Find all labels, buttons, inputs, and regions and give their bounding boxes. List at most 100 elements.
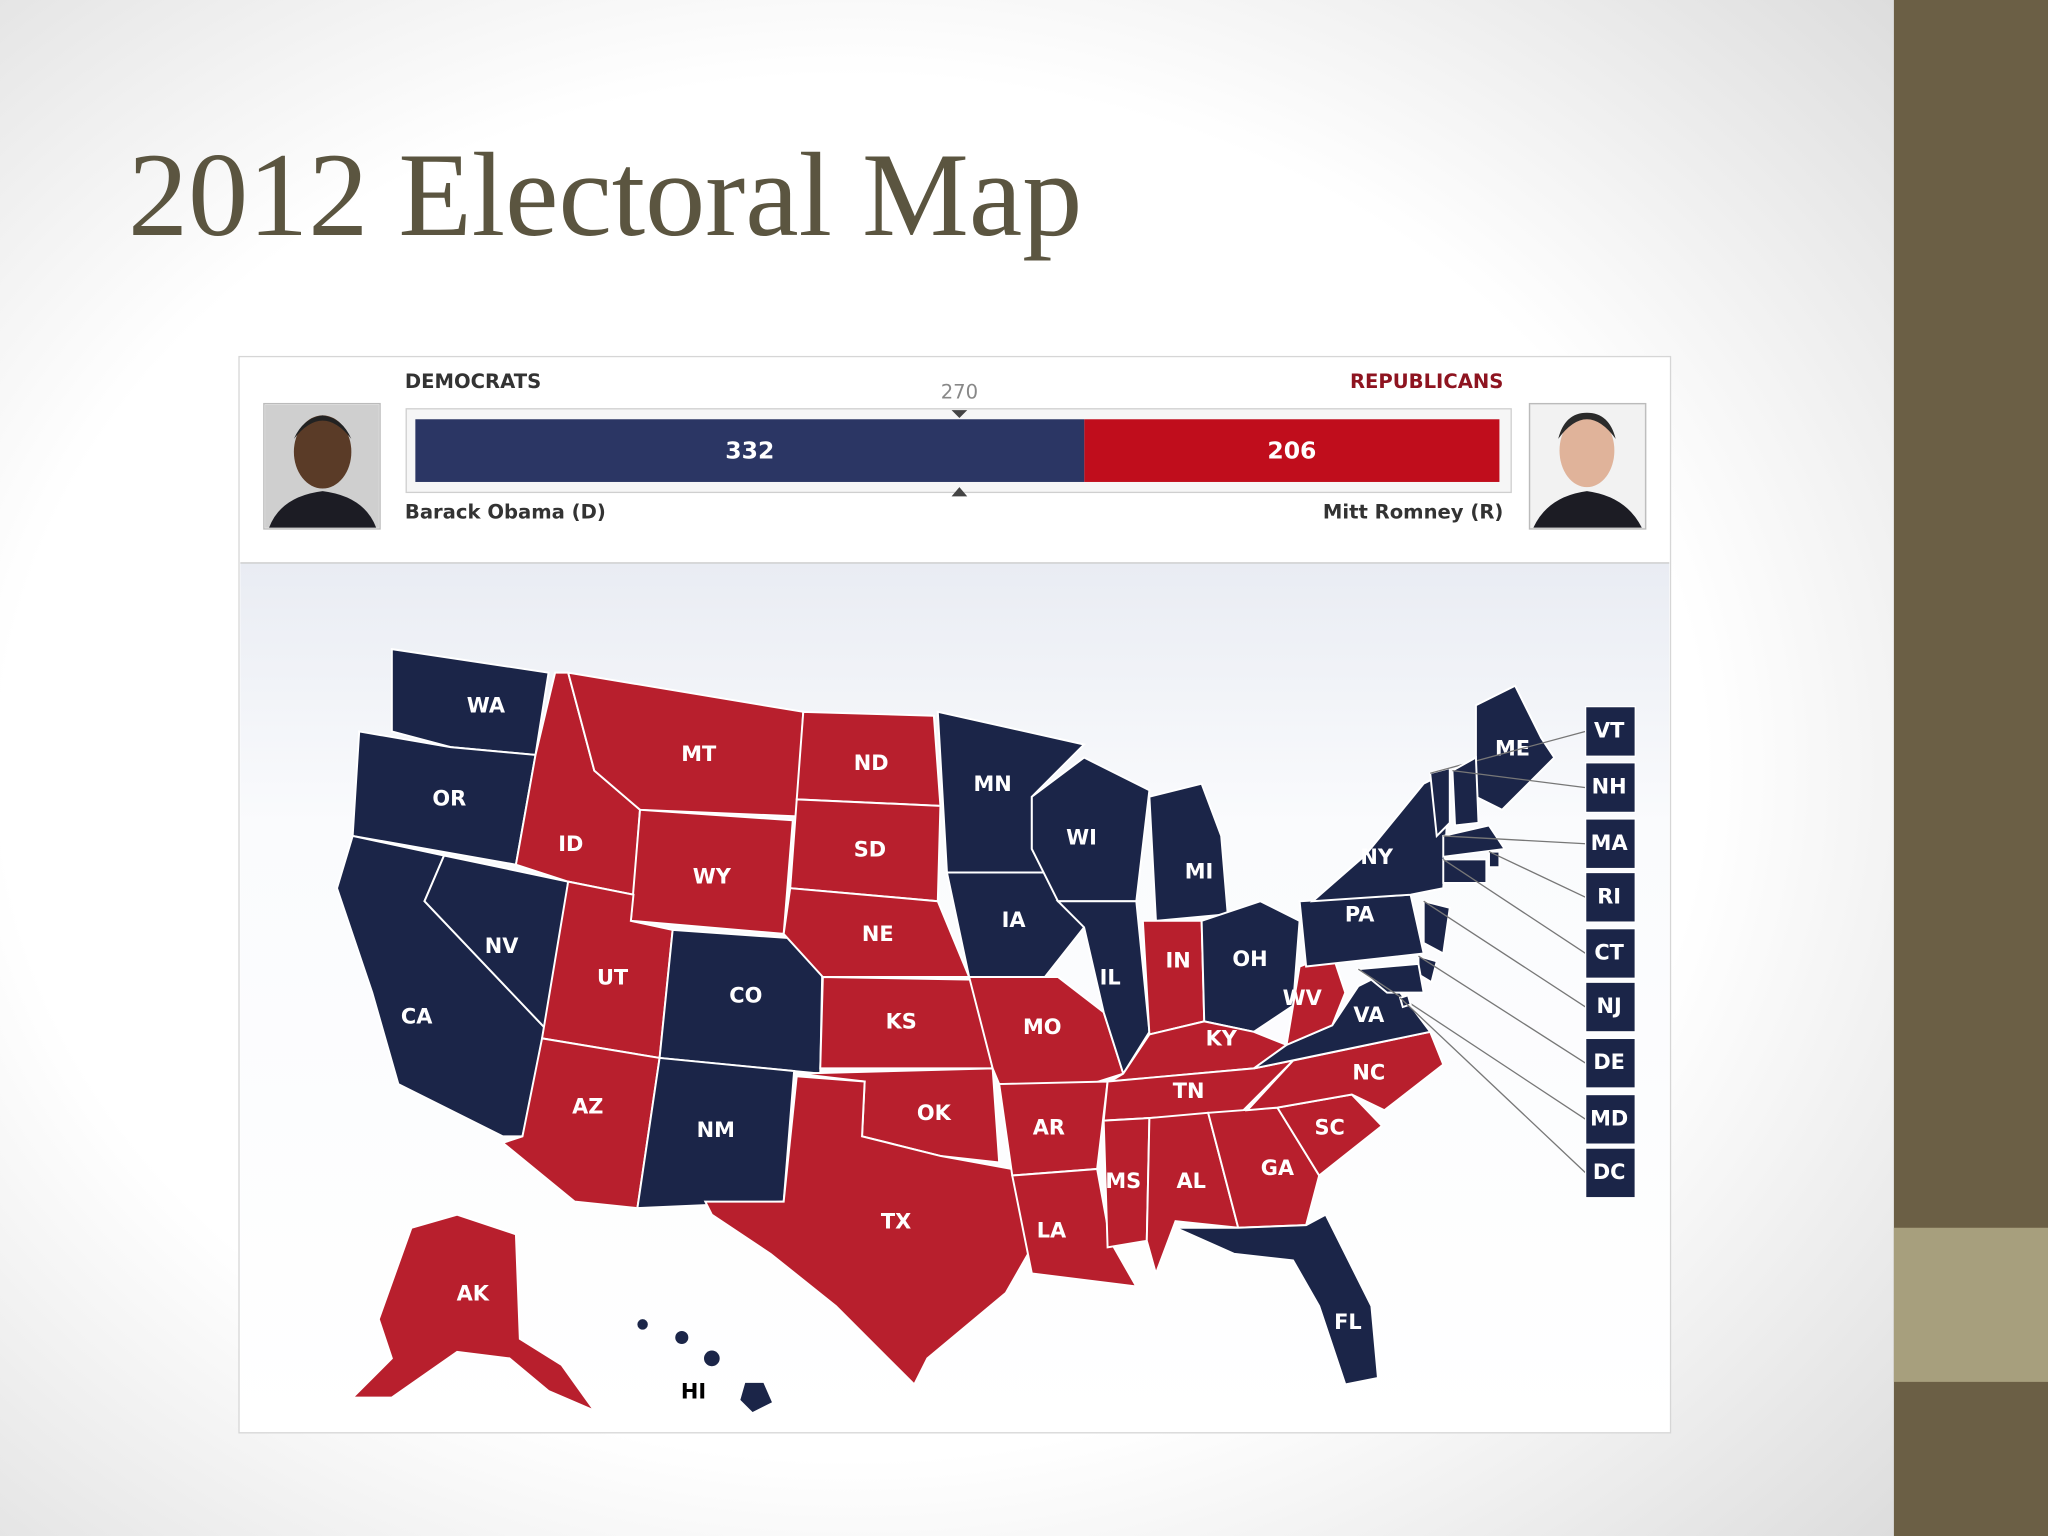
state-label: NM xyxy=(697,1118,735,1142)
state-shape xyxy=(350,1213,598,1413)
leader-line xyxy=(1443,835,1586,845)
dem-candidate: Barack Obama (D) xyxy=(405,501,606,524)
hawaii-island xyxy=(704,1350,720,1367)
state-label: CA xyxy=(401,1004,433,1028)
state-label: NC xyxy=(1352,1061,1385,1085)
state-label: RI xyxy=(1597,884,1621,908)
us-map: WA OR CA NV ID MT WY UT AZ CO NM ND SD NE KS OK TX MN IA MO… xyxy=(335,648,1636,1415)
leader-line xyxy=(1423,900,1586,1008)
threshold-label: 270 xyxy=(941,381,978,404)
state-label: MO xyxy=(1023,1015,1062,1039)
dem-heading: DEMOCRATS xyxy=(405,370,541,393)
state-label: CO xyxy=(729,984,762,1008)
state-label: HI xyxy=(681,1379,706,1403)
state-label: VT xyxy=(1594,718,1625,742)
dem-bar xyxy=(415,419,1085,482)
state-label: SD xyxy=(854,837,886,861)
leader-line xyxy=(1442,858,1586,955)
state-shape xyxy=(1355,962,1425,994)
leader-line xyxy=(1358,968,1586,1120)
state-shape xyxy=(738,1380,775,1415)
hawaii-island xyxy=(675,1330,689,1344)
state-label: IA xyxy=(1002,908,1027,932)
state-box xyxy=(1584,927,1636,979)
obama-photo xyxy=(263,402,381,530)
state-shape xyxy=(1011,1167,1139,1288)
state-shape xyxy=(1442,824,1507,858)
state-shape xyxy=(1141,919,1206,1036)
state-label: TN xyxy=(1173,1079,1205,1103)
romney-photo xyxy=(1528,402,1647,530)
state-label: WV xyxy=(1283,986,1323,1010)
state-label: MN xyxy=(974,772,1012,796)
leader-line xyxy=(1452,769,1586,789)
state-label: NE xyxy=(862,922,894,946)
state-label: DC xyxy=(1593,1160,1626,1184)
state-label: SC xyxy=(1314,1115,1344,1139)
state-label: AK xyxy=(457,1281,490,1305)
state-box xyxy=(1584,1037,1636,1089)
state-label: MT xyxy=(681,742,717,766)
state-label: CT xyxy=(1594,940,1624,964)
state-label: NY xyxy=(1360,845,1393,869)
leader-line xyxy=(1488,851,1586,898)
state-shape xyxy=(945,871,1086,978)
side-accent xyxy=(1893,1227,2048,1382)
hawaii-island xyxy=(637,1319,648,1330)
state-label: AL xyxy=(1176,1169,1205,1193)
state-label: WY xyxy=(693,865,732,889)
leader-line xyxy=(1399,997,1587,1174)
state-label: WI xyxy=(1066,826,1097,850)
state-label: MD xyxy=(1590,1106,1628,1130)
state-label: IL xyxy=(1100,965,1121,989)
state-label: NH xyxy=(1592,775,1627,799)
state-box xyxy=(1584,981,1636,1033)
state-label: PA xyxy=(1345,903,1375,927)
state-label: VA xyxy=(1353,1003,1385,1027)
state-label: MA xyxy=(1591,831,1629,855)
state-label: GA xyxy=(1261,1156,1295,1180)
state-label: OR xyxy=(432,786,466,810)
state-label: KY xyxy=(1206,1027,1238,1051)
state-shape xyxy=(566,671,805,818)
state-shape xyxy=(1148,782,1229,922)
rep-candidate: Mitt Romney (R) xyxy=(1323,501,1503,524)
state-label: ND xyxy=(854,751,889,775)
state-shape xyxy=(782,887,971,978)
state-shape xyxy=(1442,858,1488,884)
state-box xyxy=(1584,762,1636,814)
state-label: AR xyxy=(1033,1115,1065,1139)
slide-title: 2012 Electoral Map xyxy=(128,128,1082,261)
state-label: ME xyxy=(1495,737,1530,761)
state-label: DE xyxy=(1593,1050,1625,1074)
state-label: WA xyxy=(467,694,506,718)
state-label: ID xyxy=(558,832,583,856)
state-box xyxy=(1584,818,1636,870)
state-label: OK xyxy=(917,1101,952,1125)
state-box xyxy=(1584,1147,1636,1199)
state-shape xyxy=(967,975,1125,1086)
state-label: KS xyxy=(886,1010,917,1034)
dem-votes-label: 332 xyxy=(725,436,774,464)
state-label: LA xyxy=(1037,1219,1067,1243)
state-shape xyxy=(1102,1058,1297,1122)
state-label: TX xyxy=(881,1210,911,1234)
state-label: MS xyxy=(1105,1169,1141,1193)
state-box xyxy=(1584,1093,1636,1145)
leader-line xyxy=(1418,955,1586,1064)
rep-bar xyxy=(1084,419,1500,482)
state-shape xyxy=(1451,755,1480,827)
state-shape xyxy=(703,1075,1033,1387)
state-shape xyxy=(1398,994,1412,1009)
state-label: MI xyxy=(1185,859,1214,883)
state-shape xyxy=(1175,1213,1380,1386)
rep-heading: REPUBLICANS xyxy=(1350,370,1503,393)
state-label: AZ xyxy=(572,1095,603,1119)
state-label: NJ xyxy=(1597,994,1622,1018)
state-box xyxy=(1584,871,1636,923)
state-label: OH xyxy=(1232,947,1267,971)
leader-line xyxy=(1430,730,1586,774)
state-label: UT xyxy=(597,965,629,989)
